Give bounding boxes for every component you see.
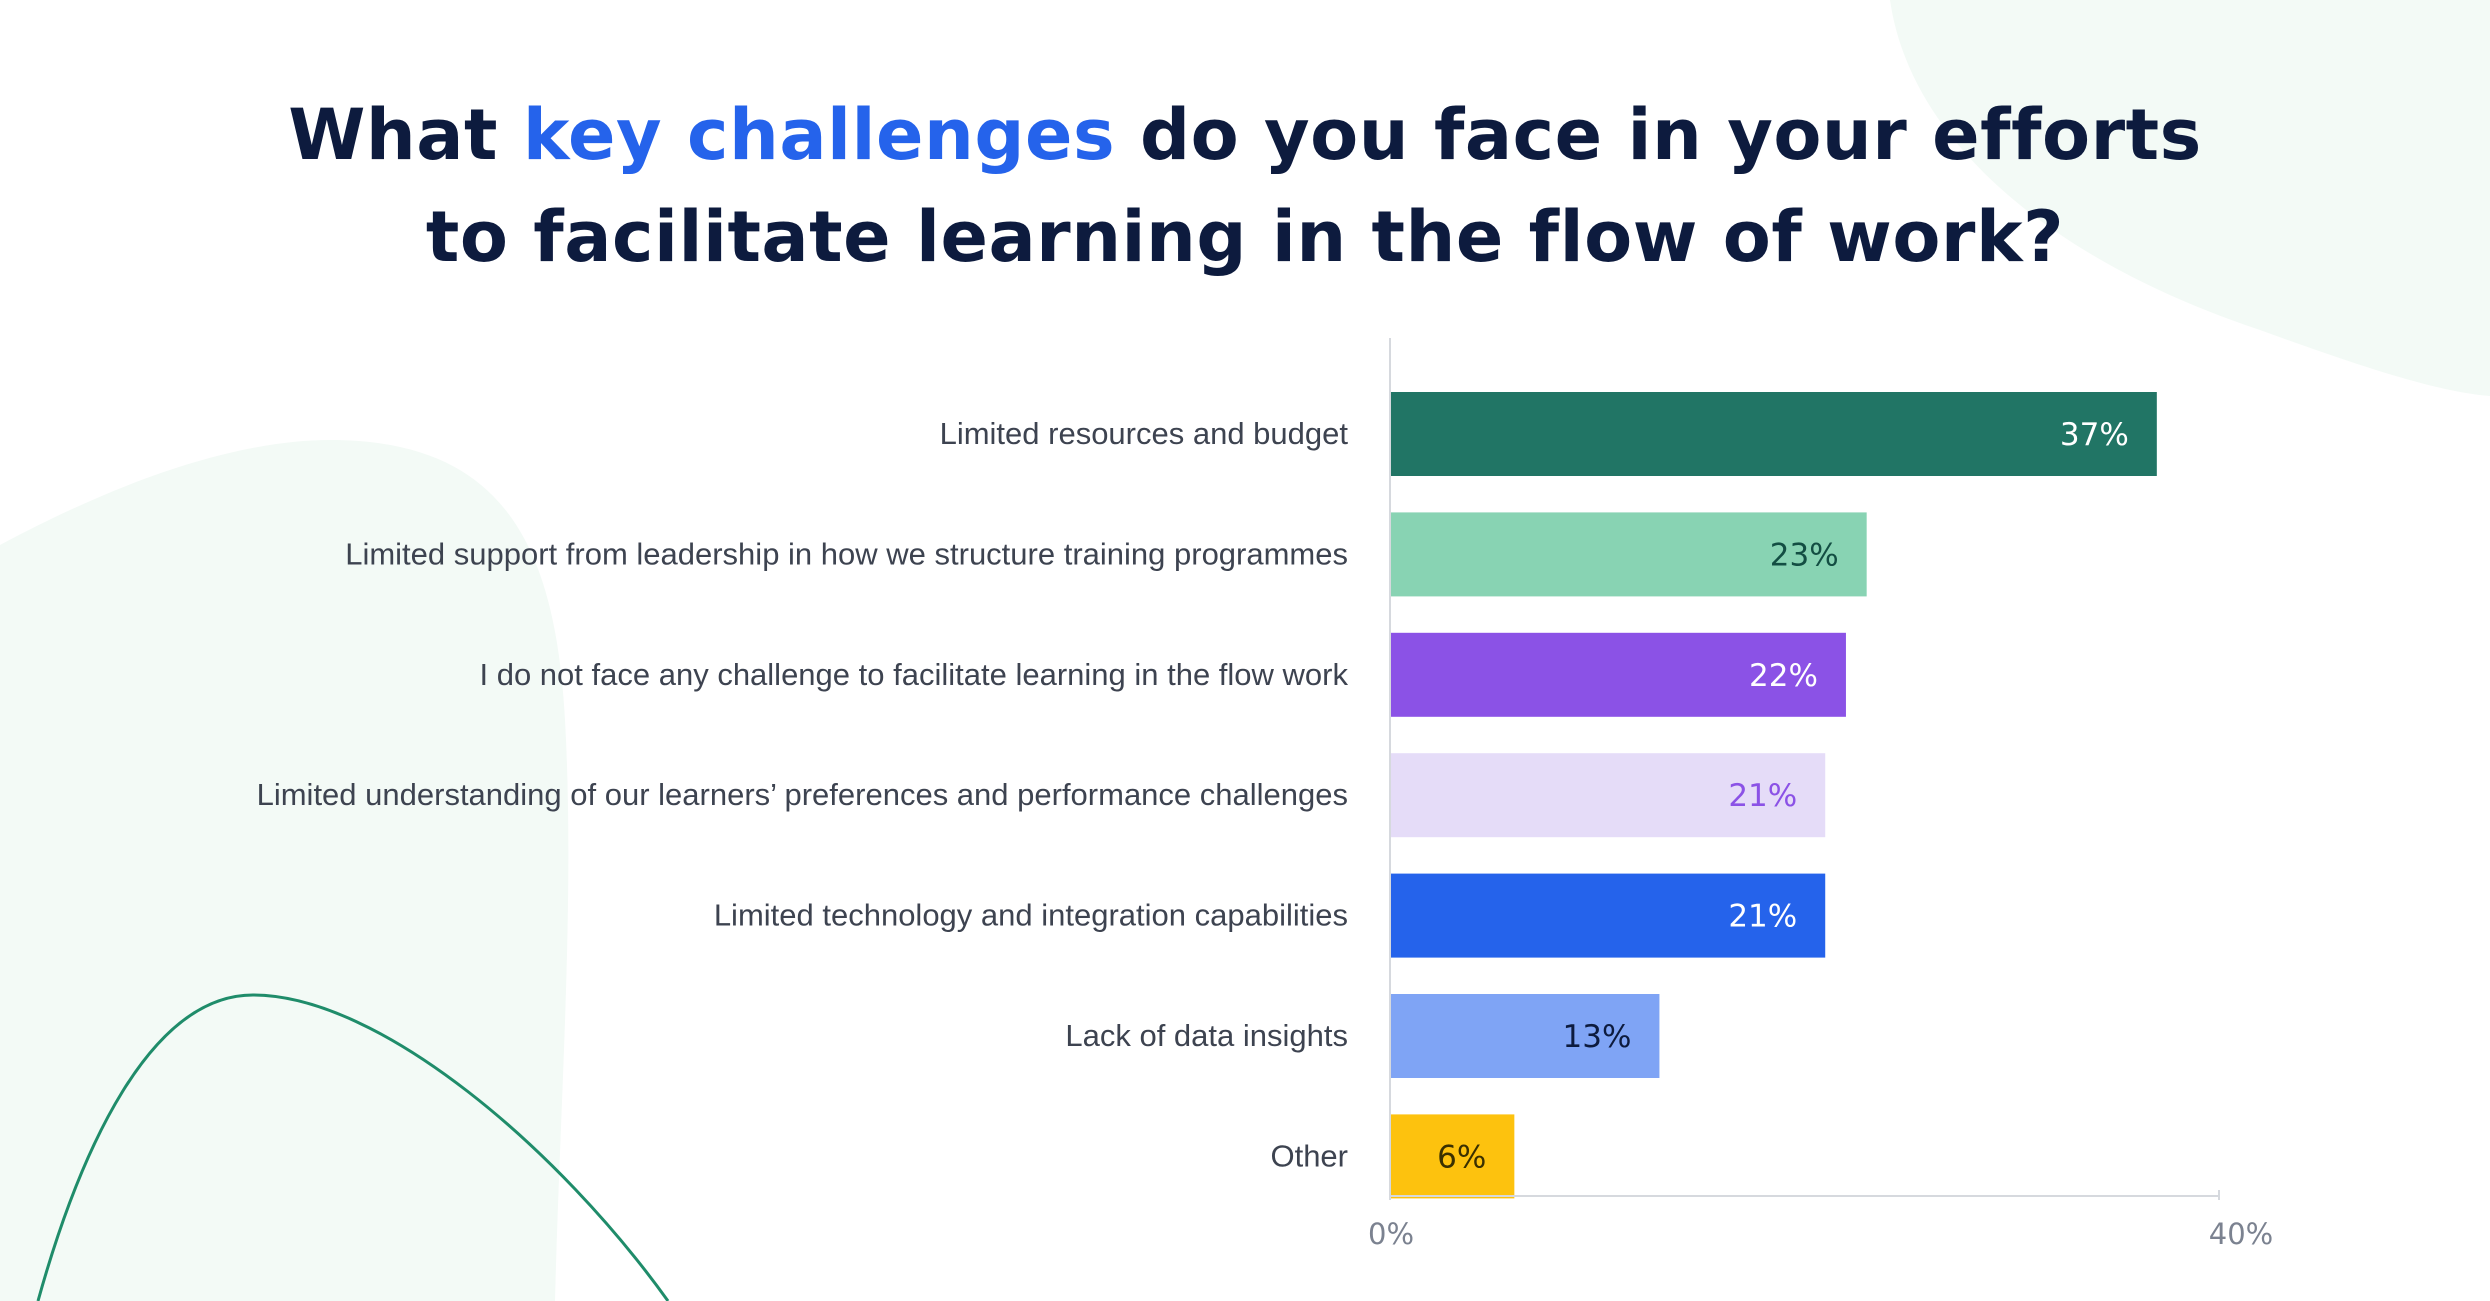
category-label: Limited resources and budget: [940, 416, 1349, 451]
bar-7: [1390, 1114, 1515, 1199]
axes-group: 0% 40%: [1368, 338, 2273, 1251]
bars-group: 37% Limited resources and budget 23% Limite…: [257, 392, 2157, 1199]
background-blob-left: [0, 440, 569, 1301]
bar-value-label: 13%: [1563, 1019, 1632, 1055]
category-label: Limited support from leadership in how w…: [345, 536, 1348, 571]
title-line-2: to facilitate learning in the flow of wo…: [425, 196, 2065, 278]
bar-4: [1390, 753, 1826, 838]
category-label: Limited understanding of our learners’ p…: [257, 777, 1348, 812]
background-blob-top-right: [1890, 0, 2490, 396]
chart-title: What key challenges do you face in your …: [0, 84, 2490, 288]
title-highlight: key challenges: [522, 94, 1116, 176]
bar-value-label: 22%: [1749, 658, 1818, 694]
category-label: Other: [1270, 1138, 1348, 1173]
decorative-curve: [36, 993, 670, 1301]
bar-3: [1390, 632, 1846, 717]
x-tick-label: 40%: [2209, 1217, 2273, 1251]
bar-value-label: 6%: [1437, 1139, 1486, 1175]
category-label: Limited technology and integration capab…: [714, 898, 1348, 933]
category-label: Lack of data insights: [1065, 1018, 1348, 1053]
bar-value-label: 23%: [1770, 537, 1839, 573]
bar-6: [1390, 994, 1660, 1078]
bar-1: [1390, 392, 2157, 476]
bar-5: [1390, 873, 1826, 958]
bar-value-label: 37%: [2060, 417, 2129, 453]
bar-value-label: 21%: [1728, 899, 1797, 935]
title-part-2: do you face in your efforts: [1115, 94, 2202, 176]
category-label: I do not face any challenge to facilitat…: [479, 657, 1348, 692]
bar-2: [1390, 512, 1867, 597]
x-tick-label: 0%: [1368, 1217, 1414, 1251]
bar-value-label: 21%: [1728, 778, 1797, 814]
title-part-1: What: [288, 94, 523, 176]
